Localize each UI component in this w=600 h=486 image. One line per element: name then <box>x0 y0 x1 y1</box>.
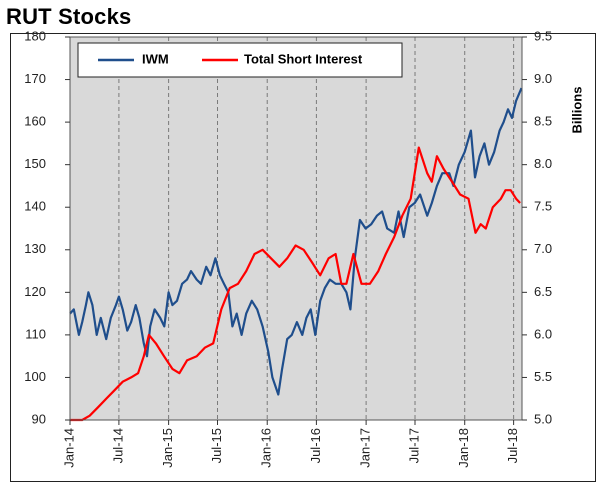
axes <box>10 33 596 482</box>
right-y-tick-label: 9.5 <box>534 28 552 43</box>
right-y-tick-label: 6.5 <box>534 284 552 299</box>
right-y-tick-label: 5.5 <box>534 369 552 384</box>
left-y-axis-ticks: 90 100 110 120 130 140 150 160 170 180 <box>24 28 70 426</box>
legend-label: IWM <box>142 51 169 66</box>
left-y-tick-label: 100 <box>24 369 46 384</box>
x-tick-label: Jul-16 <box>308 428 323 463</box>
right-y-tick-label: 5.0 <box>534 411 552 426</box>
left-y-tick-label: 120 <box>24 284 46 299</box>
page-title: RUT Stocks <box>6 4 132 29</box>
x-tick-label: Jan-16 <box>259 428 274 468</box>
x-tick-label: Jan-18 <box>456 428 471 468</box>
series-line-iwm <box>69 87 523 396</box>
left-y-tick-label: 90 <box>32 411 46 426</box>
chart-border <box>10 33 596 482</box>
left-y-tick-label: 170 <box>24 71 46 86</box>
right-y-axis-label: Billions <box>569 87 584 134</box>
right-y-tick-label: 7.5 <box>534 199 552 214</box>
right-y-tick-label: 8.5 <box>534 114 552 129</box>
x-tick-label: Jan-17 <box>358 428 373 468</box>
x-tick-label: Jul-15 <box>209 428 224 463</box>
x-tick-label: Jan-14 <box>61 428 76 468</box>
legend-label: Total Short Interest <box>244 51 363 66</box>
left-y-tick-label: 150 <box>24 156 46 171</box>
x-tick-label: Jul-17 <box>406 428 421 463</box>
right-y-axis-ticks: 5.0 5.5 6.0 6.5 7.0 7.5 8.0 8.5 9.0 9.5 <box>522 28 552 426</box>
left-y-tick-label: 130 <box>24 241 46 256</box>
right-y-tick-label: 6.0 <box>534 326 552 341</box>
right-y-tick-label: 8.0 <box>534 156 552 171</box>
plot-background <box>70 37 522 420</box>
plot-frame <box>69 36 523 421</box>
x-tick-label: Jul-14 <box>110 428 125 463</box>
left-y-tick-label: 140 <box>24 199 46 214</box>
legend: IWM Total Short Interest <box>77 42 403 78</box>
x-axis-ticks: Jan-14 Jul-14 Jan-15 Jul-15 Jan-16 Jul-16 Jan-… <box>61 420 520 468</box>
x-tick-label: Jan-15 <box>160 428 175 468</box>
series-line-short-interest <box>70 146 521 422</box>
left-y-tick-label: 160 <box>24 114 46 129</box>
x-tick-label: Jul-18 <box>505 428 520 463</box>
left-y-tick-label: 180 <box>24 28 46 43</box>
series-lines <box>69 87 523 422</box>
right-y-tick-label: 9.0 <box>534 71 552 86</box>
right-y-tick-label: 7.0 <box>534 241 552 256</box>
left-y-tick-label: 110 <box>25 326 46 341</box>
plot-area <box>70 37 522 420</box>
